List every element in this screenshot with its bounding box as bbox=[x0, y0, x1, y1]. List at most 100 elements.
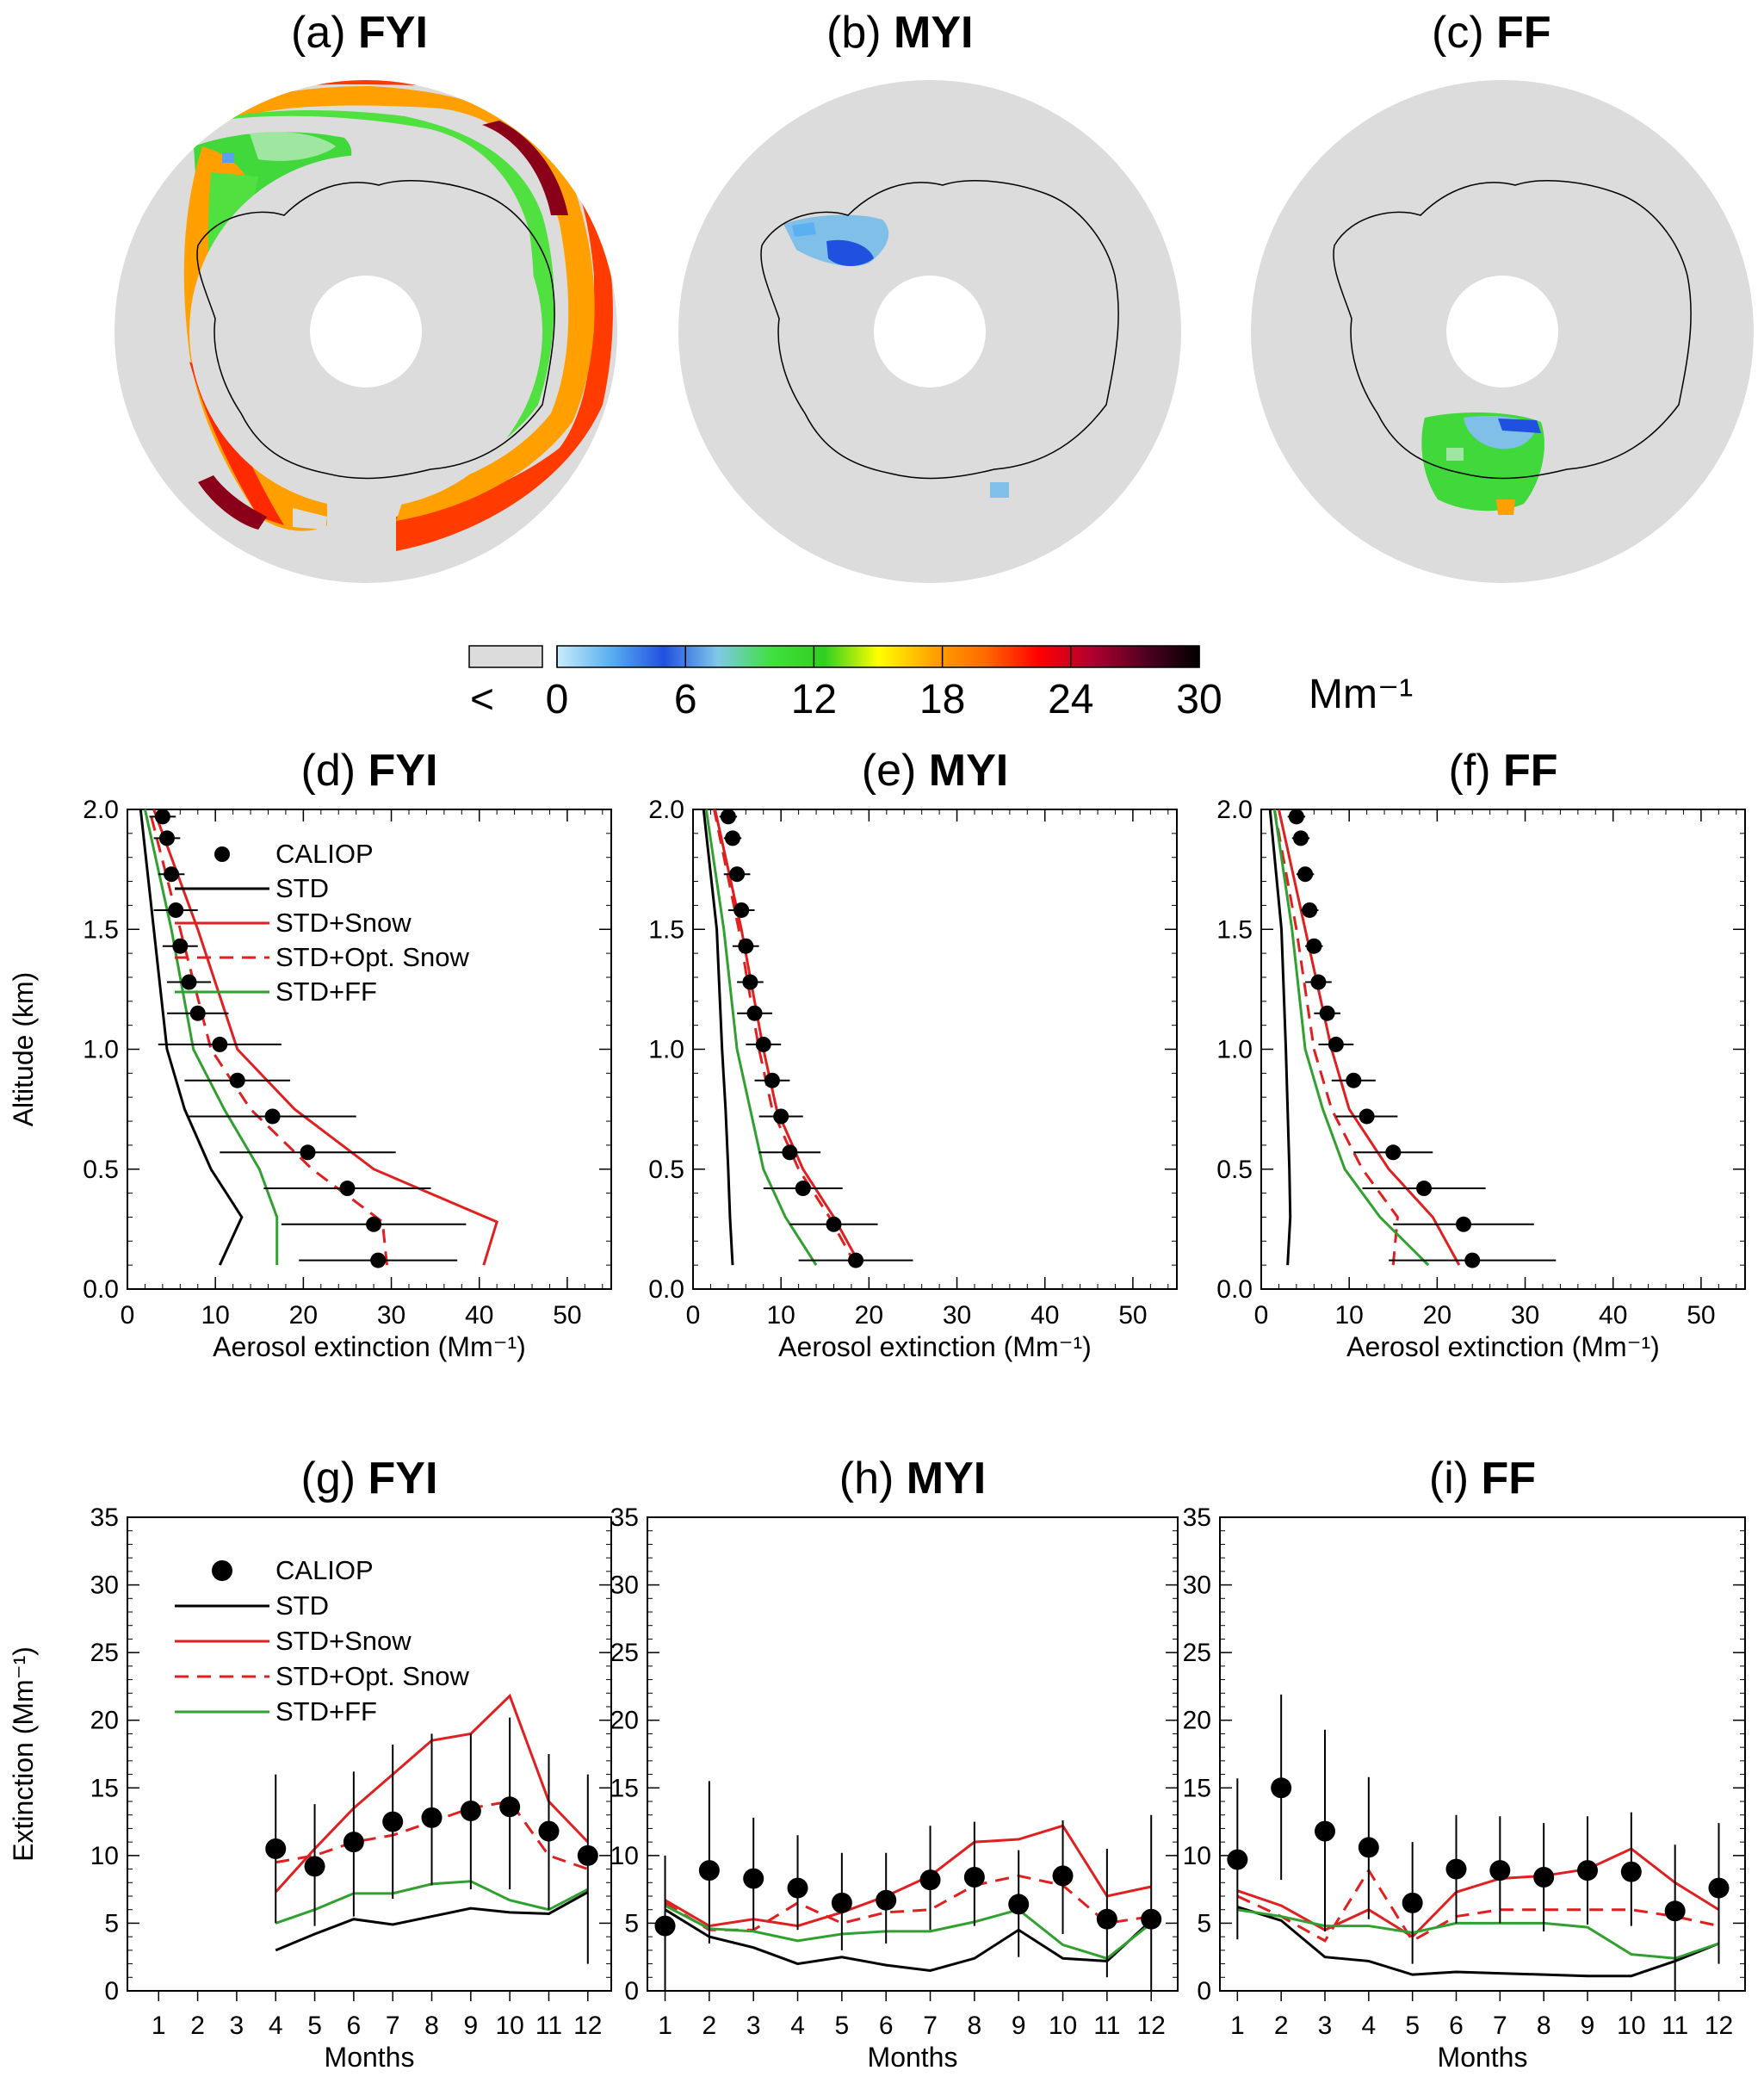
caliop-point bbox=[304, 1856, 325, 1877]
caliop-point bbox=[1577, 1860, 1598, 1882]
x-axis-label: Aerosol extinction (Mm⁻¹) bbox=[778, 1331, 1092, 1362]
chart-title: (g) FYI bbox=[301, 1454, 438, 1503]
caliop-point bbox=[1096, 1908, 1117, 1930]
y-tick-label: 30 bbox=[610, 1572, 639, 1600]
caliop-point bbox=[1227, 1849, 1248, 1870]
x-tick-label: 4 bbox=[790, 2012, 805, 2040]
colorbar-ramp bbox=[556, 645, 1200, 668]
plot-frame bbox=[1219, 1516, 1746, 1992]
y-tick-label: 0.0 bbox=[83, 1275, 119, 1304]
x-axis-label: Aerosol extinction (Mm⁻¹) bbox=[1346, 1331, 1660, 1362]
caliop-point bbox=[168, 902, 184, 918]
y-tick-label: 5 bbox=[104, 1909, 119, 1937]
colorbar-below-swatch bbox=[468, 645, 543, 668]
y-tick-label: 20 bbox=[610, 1707, 639, 1735]
x-axis-label: Months bbox=[868, 2042, 958, 2073]
caliop-point bbox=[300, 1144, 316, 1161]
caliop-point bbox=[265, 1838, 287, 1859]
series-line-std-opt-snow bbox=[1236, 1868, 1719, 1943]
caliop-point bbox=[366, 1216, 382, 1232]
chart-title: (e) MYI bbox=[862, 746, 1008, 796]
y-tick-label: 5 bbox=[624, 1909, 639, 1937]
caliop-point bbox=[172, 938, 189, 954]
x-tick-label: 20 bbox=[289, 1301, 318, 1330]
chart-title-label: (e) bbox=[862, 746, 929, 796]
y-axis-label: Extinction (Mm⁻¹) bbox=[8, 1646, 39, 1862]
caliop-point bbox=[1052, 1865, 1074, 1887]
series-line-std-ff bbox=[664, 1904, 1153, 1960]
caliop-point bbox=[212, 1036, 228, 1052]
caliop-point bbox=[724, 830, 740, 846]
caliop-point bbox=[1359, 1108, 1375, 1125]
x-tick-label: 7 bbox=[1493, 2012, 1507, 2040]
legend-label: STD+FF bbox=[275, 976, 377, 1007]
y-axis-label: Altitude (km) bbox=[8, 972, 39, 1127]
x-tick-label: 0 bbox=[1254, 1301, 1269, 1330]
caliop-point bbox=[755, 1036, 771, 1052]
y-tick-label: 0.5 bbox=[648, 1156, 684, 1184]
plot-frame bbox=[647, 1516, 1179, 1992]
x-tick-label: 9 bbox=[1012, 2012, 1026, 2040]
x-tick-label: 0 bbox=[121, 1301, 135, 1330]
chart-title-name: MYI bbox=[907, 1454, 986, 1503]
caliop-point bbox=[1306, 938, 1322, 954]
chart-title-label: (f) bbox=[1448, 746, 1503, 796]
x-tick-label: 30 bbox=[1511, 1301, 1539, 1330]
x-axis-label: Aerosol extinction (Mm⁻¹) bbox=[213, 1331, 526, 1362]
x-tick-label: 40 bbox=[465, 1301, 493, 1330]
caliop-point bbox=[1533, 1867, 1555, 1888]
chart-title-name: FYI bbox=[368, 1454, 438, 1503]
caliop-point bbox=[963, 1867, 985, 1888]
caliop-point bbox=[421, 1807, 443, 1828]
map-title-a: (a) FYI bbox=[291, 8, 428, 58]
caliop-point bbox=[154, 809, 170, 825]
y-tick-label: 0.5 bbox=[83, 1156, 119, 1184]
y-tick-label: 20 bbox=[90, 1707, 119, 1735]
map-ff bbox=[1251, 80, 1754, 583]
x-tick-label: 40 bbox=[1031, 1301, 1059, 1330]
caliop-point bbox=[919, 1869, 941, 1891]
caliop-point bbox=[876, 1889, 897, 1911]
x-tick-label: 20 bbox=[1423, 1301, 1451, 1330]
y-tick-label: 20 bbox=[1183, 1707, 1211, 1735]
caliop-point bbox=[831, 1892, 852, 1913]
y-tick-label: 25 bbox=[610, 1639, 639, 1667]
chart-panel-e: (e) MYI 0 10 20 30 40 50 0.0 0.5 1.0 1.5 2.0 Aerosol… bbox=[648, 746, 1178, 1362]
caliop-point bbox=[577, 1844, 598, 1866]
caliop-point bbox=[229, 1072, 245, 1088]
legend-label: STD bbox=[275, 873, 329, 903]
x-tick-label: 10 bbox=[1334, 1301, 1363, 1330]
x-tick-label: 50 bbox=[1118, 1301, 1147, 1330]
colorbar-ticks: 0 6 12 18 24 30 bbox=[546, 646, 1222, 722]
caliop-point bbox=[773, 1108, 789, 1125]
series-line-std-snow bbox=[1236, 1847, 1720, 1939]
x-tick-label: 8 bbox=[968, 2012, 982, 2040]
x-tick-label: 1 bbox=[658, 2012, 672, 2040]
legend-label: STD+Snow bbox=[275, 908, 412, 938]
colorbar-tick-label: 12 bbox=[791, 677, 837, 722]
y-tick-label: 30 bbox=[90, 1572, 119, 1600]
x-tick-label: 2 bbox=[1274, 2012, 1289, 2040]
legend-label: STD+Opt. Snow bbox=[275, 1661, 469, 1691]
caliop-point bbox=[764, 1072, 780, 1088]
legend: CALIOP STD STD+Snow STD+Opt. Snow STD+FF bbox=[175, 1555, 469, 1727]
x-tick-label: 10 bbox=[766, 1301, 795, 1330]
caliop-point bbox=[1315, 1820, 1335, 1842]
y-tick-label: 2.0 bbox=[648, 796, 684, 824]
series-line-std-opt-snow bbox=[1272, 809, 1399, 1266]
polar-hole bbox=[1446, 276, 1558, 387]
x-tick-label: 20 bbox=[855, 1301, 883, 1330]
y-tick-label: 2.0 bbox=[83, 796, 119, 824]
series-line-std-opt-snow bbox=[664, 1874, 1152, 1931]
caliop-point bbox=[1346, 1072, 1362, 1088]
chart-panel-f: (f) FF 0 10 20 30 40 50 0.0 0.5 1.0 1.5 2.0 Aerosol … bbox=[1216, 746, 1746, 1362]
chart-title-label: (g) bbox=[301, 1454, 368, 1503]
x-tick-label: 11 bbox=[1093, 2012, 1120, 2040]
y-tick-label: 0 bbox=[1197, 1977, 1211, 2006]
map-myi bbox=[678, 80, 1181, 583]
caliop-point bbox=[848, 1252, 864, 1268]
series-line-std-snow bbox=[152, 809, 498, 1266]
